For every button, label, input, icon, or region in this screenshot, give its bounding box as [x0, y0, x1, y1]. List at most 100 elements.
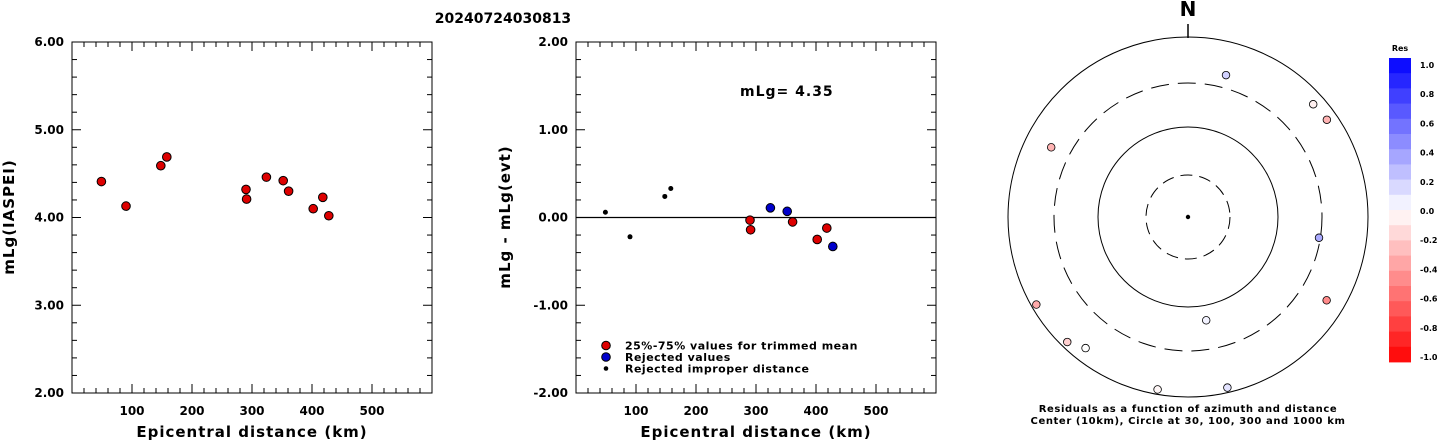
colorbar-cell [1389, 194, 1411, 211]
polar-point [1221, 70, 1231, 80]
magnitude-x-label: Epicentral distance (km) [136, 423, 367, 441]
circle-300km [1053, 82, 1323, 352]
colorbar-tick-label: 0.0 [1420, 207, 1435, 216]
colorbar-cell [1389, 270, 1411, 287]
data-point [261, 172, 272, 182]
y-tick-label: 3.00 [34, 298, 64, 312]
data-point [782, 206, 793, 217]
colorbar-title: Res [1392, 44, 1409, 53]
data-point [765, 203, 776, 213]
colorbar-tick-label: 0.4 [1420, 149, 1435, 158]
legend-marker [603, 366, 609, 371]
legend-marker [601, 340, 611, 351]
colorbar-cell [1389, 331, 1411, 348]
polar-point [1202, 316, 1211, 325]
circle-1000km [1007, 36, 1369, 398]
residual-panel: 100 200 300 400 500 -2.00 -1.00 0.00 1.00 2.00 m… [496, 35, 937, 441]
x-tick-label: 100 [623, 404, 648, 418]
legend-marker [601, 352, 611, 362]
circle-100km [1097, 126, 1279, 308]
colorbar-cell [1389, 210, 1411, 226]
residual-x-label: Epicentral distance (km) [640, 423, 871, 441]
residual-points [602, 186, 838, 252]
x-tick-label: 400 [803, 404, 828, 418]
mlg-annotation: mLg= 4.35 [740, 84, 834, 100]
colorbar-cell [1389, 149, 1411, 165]
data-point [745, 224, 756, 235]
y-tick-label: 6.00 [34, 35, 64, 49]
colorbar-tick-label: -0.4 [1420, 265, 1437, 274]
polar-caption-line2: Center (10km), Circle at 30, 100, 300 an… [1031, 416, 1346, 427]
data-point [278, 175, 289, 186]
polar-point [1153, 385, 1162, 394]
data-point [822, 223, 832, 233]
residual-x-ticks: 100 200 300 400 500 [587, 42, 925, 418]
y-tick-label: -2.00 [533, 386, 568, 400]
colorbar-tick-label: 0.6 [1420, 119, 1435, 128]
polar-point [1063, 337, 1072, 347]
residual-y-ticks: -2.00 -1.00 0.00 1.00 2.00 [533, 35, 936, 400]
event-title: 20240724030813 [435, 11, 571, 27]
legend-label: Rejected improper distance [625, 363, 809, 376]
colorbar-cell [1389, 164, 1411, 180]
residual-colorbar: Res 1.0 0.8 0.6 0.4 0.2 0.0 -0.2 -0.4 -0.6 -0.8 -1… [1389, 44, 1437, 363]
colorbar-cell [1389, 134, 1411, 150]
magnitude-points [96, 152, 334, 221]
colorbar-tick-label: 0.2 [1420, 178, 1434, 187]
colorbar-cell [1389, 301, 1411, 317]
data-point [96, 176, 107, 187]
data-point [156, 160, 166, 171]
data-point [283, 186, 294, 196]
colorbar-tick-label: -0.6 [1420, 295, 1437, 304]
colorbar-labels: 1.0 0.8 0.6 0.4 0.2 0.0 -0.2 -0.4 -0.6 -0.8 -1.0 [1420, 61, 1437, 362]
x-tick-label: 400 [299, 404, 324, 418]
y-tick-label: -1.00 [533, 298, 568, 312]
colorbar-cell [1389, 225, 1411, 241]
colorbar-cell [1389, 73, 1411, 89]
legend-label: 25%-75% values for trimmed mean [625, 340, 858, 353]
legend-label: Rejected values [625, 351, 731, 364]
center-dot [1185, 214, 1191, 220]
polar-points [1032, 70, 1332, 394]
x-tick-label: 300 [743, 404, 768, 418]
polar-point [1322, 115, 1332, 124]
magnitude-x-ticks: 100 200 300 400 500 [83, 42, 421, 418]
colorbar-cell [1389, 286, 1411, 302]
data-point [308, 203, 319, 214]
polar-point [1081, 343, 1090, 353]
y-tick-label: 0.00 [538, 211, 568, 225]
y-tick-label: 2.00 [538, 35, 568, 49]
data-point [668, 186, 674, 192]
polar-caption-line1: Residuals as a function of azimuth and d… [1039, 404, 1338, 415]
x-tick-label: 500 [863, 404, 888, 418]
x-tick-label: 100 [119, 404, 144, 418]
colorbar-cell [1389, 179, 1411, 196]
data-point [787, 217, 798, 227]
magnitude-plot-frame [71, 41, 433, 394]
colorbar-cell [1389, 118, 1411, 135]
data-point [602, 209, 608, 215]
data-point [812, 234, 823, 245]
colorbar-cell [1389, 316, 1411, 332]
colorbar-cells [1389, 58, 1411, 363]
data-point [241, 194, 252, 204]
colorbar-tick-label: -0.8 [1420, 324, 1437, 333]
data-point [162, 152, 172, 162]
colorbar-cell [1389, 88, 1411, 104]
magnitude-panel: 100 200 300 400 500 2.00 3.00 4.00 5.00 6.00 Epi… [0, 35, 433, 441]
circle-30km [1145, 174, 1231, 260]
x-tick-label: 200 [683, 404, 708, 418]
y-tick-label: 4.00 [34, 211, 64, 225]
data-point [627, 234, 633, 240]
y-tick-label: 1.00 [538, 123, 568, 137]
magnitude-y-label: mLg(IASPEI) [0, 159, 18, 274]
azimuth-polar-plot: N Residuals as a function of azimuth and… [1007, 0, 1369, 427]
x-tick-label: 300 [239, 404, 264, 418]
colorbar-cell [1389, 58, 1411, 74]
polar-point [1047, 143, 1056, 152]
polar-point [1322, 296, 1331, 305]
colorbar-tick-label: 0.8 [1420, 90, 1435, 99]
polar-point [1032, 300, 1041, 309]
data-point [745, 215, 755, 225]
data-point [828, 241, 838, 252]
